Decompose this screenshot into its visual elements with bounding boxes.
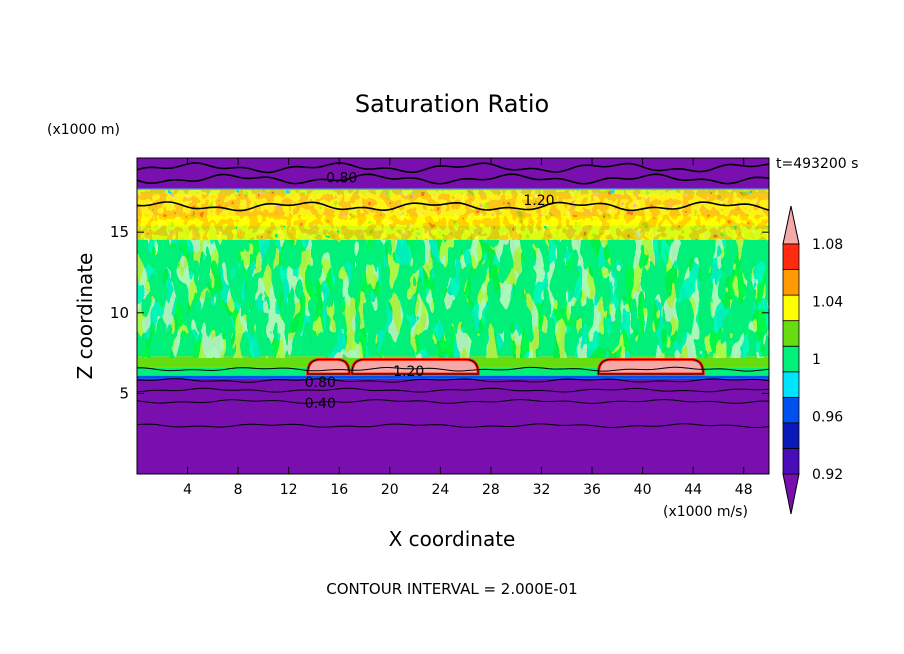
y-ticks: 5 10 15 (110, 223, 769, 402)
contour-label-4: 1.20 (523, 193, 554, 209)
time-label: t=493200 s (776, 156, 858, 172)
x-ticks: 4 8 12 16 20 24 28 32 36 40 44 48 (183, 158, 753, 498)
y-tick-label-10: 10 (110, 304, 129, 322)
y-unit-label: (x1000 m) (47, 122, 120, 138)
contour-line-2 (137, 378, 769, 383)
chart-title: Saturation Ratio (355, 90, 549, 118)
band-8 (137, 158, 769, 189)
x-tick-label-12: 12 (280, 482, 298, 498)
contour-label-0: 0.40 (305, 396, 336, 412)
contour-line-7 (137, 366, 769, 372)
y-tick-label-15: 15 (110, 223, 129, 241)
cloud-texture-top (137, 190, 769, 240)
patch-contour-1 (351, 359, 479, 375)
colorbar-segment-5 (782, 345, 800, 373)
colorbar: 0.92 0.96 1 1.04 1.08 (782, 205, 843, 515)
colorbar-low-triangle (782, 473, 800, 515)
x-tick-label-44: 44 (684, 482, 702, 498)
colorbar-high-triangle (782, 205, 800, 245)
colorbar-label-1.08: 1.08 (812, 237, 843, 253)
y-tick-label-5: 5 (119, 384, 129, 402)
contour-labels: 0.40 0.80 1.20 0.80 1.20 (305, 170, 555, 412)
contour-line-0 (137, 398, 769, 404)
patch-0 (306, 358, 351, 376)
colorbar-segment-9 (782, 243, 800, 270)
colorbar-segment-1 (782, 448, 800, 475)
contour-label-2: 1.20 (393, 364, 424, 380)
x-tick-label-32: 32 (533, 482, 551, 498)
x-tick-label-40: 40 (634, 482, 652, 498)
colorbar-segment-2 (782, 422, 800, 449)
colorbar-segment-6 (782, 320, 800, 347)
cloud-texture-mid (137, 230, 769, 358)
colorbar-label-1: 1 (812, 352, 821, 368)
contour-line-1 (137, 387, 769, 393)
x-unit-label: (x1000 m/s) (663, 504, 748, 520)
patch-2 (596, 358, 705, 376)
y-axis-label: Z coordinate (73, 253, 97, 380)
x-tick-label-36: 36 (583, 482, 601, 498)
patch-contour-0 (307, 359, 350, 375)
x-tick-label-24: 24 (431, 482, 449, 498)
plot-frame (136, 157, 770, 475)
contour-label-1: 0.80 (305, 375, 336, 391)
colorbar-label-0.92: 0.92 (812, 467, 843, 483)
colorbar-segment-8 (782, 269, 800, 296)
contour-line-4 (137, 173, 769, 185)
x-tick-label-16: 16 (330, 482, 348, 498)
x-tick-label-48: 48 (735, 482, 753, 498)
x-tick-label-20: 20 (381, 482, 399, 498)
contour-line-5 (137, 162, 769, 174)
colorbar-segment-3 (782, 396, 800, 424)
colorbar-label-1.04: 1.04 (812, 295, 843, 311)
patch-contour-2 (597, 359, 704, 375)
colorbar-label-0.96: 0.96 (812, 410, 843, 426)
plot-area (137, 158, 769, 474)
band-1 (137, 375, 769, 379)
x-axis-label: X coordinate (389, 527, 516, 551)
x-tick-label-28: 28 (482, 482, 500, 498)
footer-contour-interval: CONTOUR INTERVAL = 2.000E-01 (326, 580, 577, 598)
contour-line-3 (137, 423, 769, 429)
x-tick-label-8: 8 (234, 482, 243, 498)
contour-line-6 (137, 201, 769, 212)
colorbar-segment-4 (782, 371, 800, 398)
contour-label-3: 0.80 (326, 170, 357, 186)
x-tick-label-4: 4 (183, 482, 192, 498)
colorbar-segment-7 (782, 294, 800, 322)
contour-lines (137, 162, 769, 429)
